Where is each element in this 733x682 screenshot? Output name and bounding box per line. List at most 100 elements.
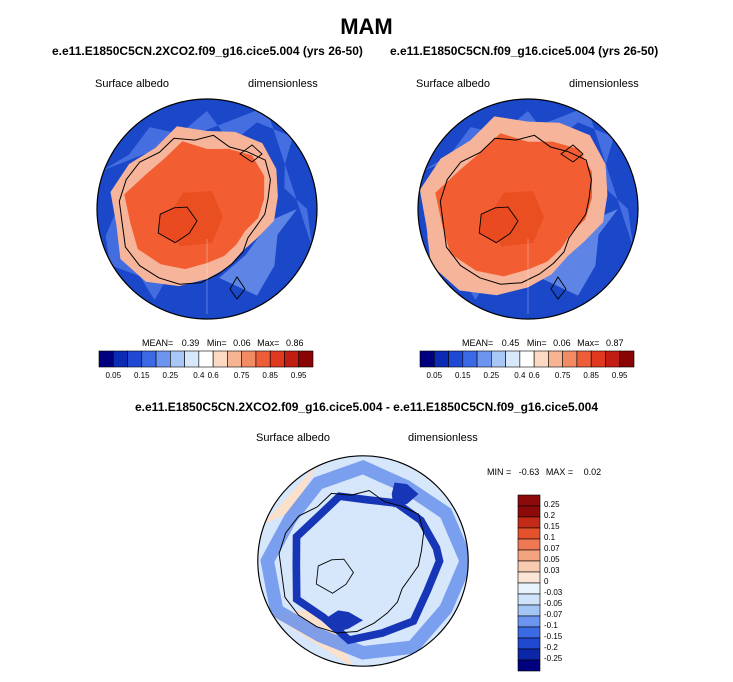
left-colorbar-tick-label: 0.4: [193, 371, 205, 380]
diff-max-label: MAX =: [545, 467, 574, 477]
difference-colorbar-box: [517, 637, 541, 650]
difference-albedo-map: [257, 455, 469, 667]
difference-colorbar-tick-label: 0.25: [544, 500, 560, 509]
difference-colorbar-box: [517, 626, 541, 639]
diff-units-label: dimensionless: [408, 432, 478, 444]
diff-map-border: [257, 455, 469, 667]
right-colorbar-box: [448, 350, 464, 368]
left-units-label: dimensionless: [248, 78, 318, 90]
diff-ice-edge-band: [322, 610, 363, 632]
difference-colorbar-box: [517, 582, 541, 595]
left-min-value: 0.06: [233, 338, 251, 348]
difference-colorbar-box: [517, 516, 541, 529]
right-albedo-map: [417, 98, 639, 320]
left-colorbar-box: [212, 350, 228, 368]
difference-colorbar-box: [517, 560, 541, 573]
diff-variable-label: Surface albedo: [256, 432, 330, 444]
right-colorbar-tick-label: 0.05: [426, 371, 443, 380]
right-panel-title: e.e11.E1850C5CN.f09_g16.cice5.004 (yrs 2…: [390, 44, 659, 58]
right-colorbar-box: [533, 350, 549, 368]
right-colorbar-box: [562, 350, 578, 368]
difference-title: e.e11.E1850C5CN.2XCO2.f09_g16.cice5.004 …: [135, 400, 598, 414]
left-colorbar-tick-label: 0.15: [134, 371, 150, 380]
right-colorbar-box: [576, 350, 592, 368]
right-colorbar-box: [605, 350, 621, 368]
right-greenland-coast: [478, 206, 519, 244]
difference-colorbar-tick-label: -0.07: [544, 610, 563, 619]
left-colorbar-tick-label: 0.6: [207, 371, 219, 380]
right-colorbar-box: [491, 350, 506, 368]
right-colorbar: [419, 350, 635, 368]
right-stats: MEAN= 0.45 Min= 0.06 Max= 0.87: [462, 338, 623, 348]
right-coastline: [550, 276, 567, 300]
left-stats: MEAN= 0.39 Min= 0.06 Max= 0.86: [142, 338, 303, 348]
diff-stats: MIN = -0.63 MAX = 0.02: [487, 467, 601, 477]
right-units-label: dimensionless: [569, 78, 639, 90]
difference-colorbar-tick-label: 0.2: [544, 511, 556, 520]
difference-colorbar-box: [517, 604, 541, 617]
right-colorbar-box: [590, 350, 606, 368]
difference-colorbar-tick-label: -0.25: [544, 654, 563, 663]
diff-max-value: 0.02: [583, 467, 602, 477]
left-panel-title: e.e11.E1850C5CN.2XCO2.f09_g16.cice5.004 …: [52, 44, 363, 58]
left-coastline: [229, 276, 246, 300]
difference-colorbar-box: [517, 659, 541, 672]
left-greenland-coast: [157, 206, 198, 244]
left-colorbar-tick-label: 0.25: [162, 371, 179, 380]
left-land-region: [219, 209, 297, 296]
left-mean-value: 0.39: [181, 338, 200, 348]
left-mean-label: MEAN=: [142, 338, 174, 348]
right-land-region: [540, 209, 618, 296]
difference-colorbar-tick-label: 0.07: [544, 544, 560, 553]
right-colorbar-box: [519, 350, 535, 368]
right-colorbar-tick-label: 0.25: [483, 371, 500, 380]
difference-colorbar-box: [517, 648, 541, 661]
difference-colorbar-tick-label: -0.1: [544, 621, 558, 630]
left-coastline: [118, 134, 271, 285]
left-colorbar-box: [112, 350, 128, 368]
left-colorbar-box: [227, 350, 242, 368]
left-max-label: Max=: [257, 338, 280, 348]
difference-colorbar-box: [517, 538, 541, 551]
right-mean-value: 0.45: [501, 338, 520, 348]
right-colorbar-box: [505, 350, 521, 368]
left-colorbar-box: [269, 350, 285, 368]
diff-min-label: MIN =: [487, 467, 512, 477]
difference-colorbar: [517, 494, 541, 672]
left-colorbar-ticks: 0.05 0.15 0.25 0.4 0.6 0.75 0.85 0.95: [99, 371, 313, 383]
difference-colorbar-box: [517, 615, 541, 628]
left-colorbar-tick-label: 0.05: [105, 371, 122, 380]
diff-ice-edge-band: [391, 482, 419, 508]
difference-colorbar-tick-label: 0.03: [544, 566, 560, 575]
right-colorbar-tick-label: 0.75: [554, 371, 571, 380]
difference-colorbar-tick-label: 0.1: [544, 533, 556, 542]
left-max-value: 0.86: [285, 338, 304, 348]
right-max-value: 0.87: [605, 338, 624, 348]
right-colorbar-box: [548, 350, 563, 368]
right-mean-label: MEAN=: [462, 338, 494, 348]
left-colorbar-box: [298, 350, 314, 368]
right-min-label: Min=: [526, 338, 547, 348]
right-variable-label: Surface albedo: [416, 78, 490, 90]
right-map-border: [417, 98, 639, 320]
left-land-region: [101, 106, 313, 248]
left-colorbar-tick-label: 0.75: [233, 371, 250, 380]
left-colorbar-box: [184, 350, 200, 368]
difference-colorbar-box: [517, 571, 541, 584]
difference-colorbar-box: [517, 549, 541, 562]
left-colorbar-box: [284, 350, 300, 368]
left-colorbar-box: [141, 350, 157, 368]
difference-colorbar-ticks: 0.25 0.2 0.15 0.1 0.07 0.05 0.03 0 -0.03 -0.05 -0.…: [544, 495, 584, 671]
right-colorbar-ticks: 0.05 0.15 0.25 0.4 0.6 0.75 0.85 0.95: [420, 371, 634, 383]
figure-title: MAM: [340, 14, 393, 39]
left-colorbar-box: [198, 350, 214, 368]
difference-colorbar-tick-label: -0.2: [544, 643, 558, 652]
difference-colorbar-tick-label: 0: [544, 577, 549, 586]
difference-colorbar-box: [517, 505, 541, 518]
left-colorbar-box: [170, 350, 185, 368]
right-colorbar-box: [433, 350, 449, 368]
left-variable-label: Surface albedo: [95, 78, 169, 90]
diff-ice-edge-band: [292, 492, 444, 645]
left-colorbar-box: [127, 350, 143, 368]
diff-positive-region: [262, 463, 318, 525]
